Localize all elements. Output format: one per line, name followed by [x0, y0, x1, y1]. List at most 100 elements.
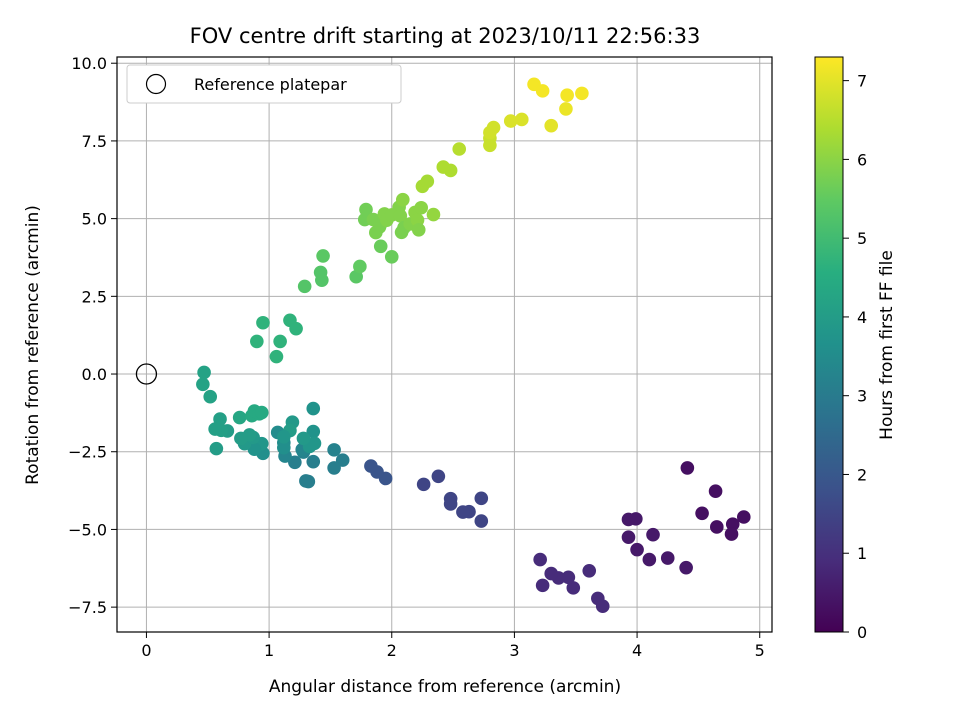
x-tick-label: 0	[141, 641, 151, 660]
data-point	[695, 506, 709, 521]
data-point	[680, 461, 695, 475]
data-points	[196, 77, 751, 614]
data-point	[301, 474, 316, 489]
data-point	[234, 431, 248, 446]
plot-frame	[116, 56, 773, 633]
colorbar-tick-label: 7	[857, 72, 867, 91]
data-point	[514, 112, 529, 127]
data-point	[384, 250, 399, 264]
data-point	[544, 118, 559, 133]
data-point	[621, 530, 636, 545]
data-point	[373, 239, 388, 254]
y-tick-label: 5.0	[82, 210, 107, 229]
data-point	[443, 163, 458, 178]
data-point	[269, 349, 284, 364]
data-point	[250, 334, 264, 349]
data-point	[296, 431, 311, 446]
data-point	[256, 315, 270, 330]
data-point	[414, 200, 428, 215]
data-point	[660, 551, 675, 565]
colorbar-label: Hours from first FF file	[877, 250, 897, 440]
data-point	[306, 424, 321, 439]
legend-box	[126, 64, 402, 104]
data-point	[679, 560, 693, 575]
data-point	[575, 86, 589, 101]
y-tick-label: 10.0	[71, 54, 107, 73]
x-tick-label: 3	[509, 641, 519, 660]
data-point	[306, 401, 321, 416]
legend-entry-label: Reference platepar	[194, 75, 347, 94]
data-point	[203, 389, 218, 404]
x-tick-label: 5	[755, 641, 765, 660]
colorbar-tick-label: 4	[857, 308, 867, 327]
x-tick-label: 1	[264, 641, 274, 660]
data-point	[503, 114, 518, 128]
colorbar-tick-label: 5	[857, 229, 867, 248]
data-point	[297, 279, 312, 294]
x-tick-label: 4	[632, 641, 642, 660]
colorbar-gradient	[814, 56, 844, 633]
data-point	[288, 455, 302, 470]
data-point	[359, 202, 373, 217]
y-tick-label: −2.5	[68, 443, 107, 462]
data-point	[420, 174, 435, 189]
data-point	[646, 527, 660, 542]
reference-marker-group	[135, 363, 158, 385]
grid-lines	[117, 57, 772, 632]
data-point	[411, 223, 426, 237]
data-point	[327, 461, 341, 475]
legend-marker-icon	[145, 73, 167, 95]
data-point	[327, 443, 341, 457]
data-point	[533, 552, 547, 567]
data-point	[535, 578, 550, 593]
data-point	[486, 120, 501, 135]
data-point	[208, 422, 222, 436]
data-point	[452, 142, 467, 156]
data-point	[353, 259, 367, 274]
data-point	[277, 440, 291, 455]
data-point	[393, 209, 408, 223]
data-point	[630, 542, 644, 557]
data-point	[544, 566, 559, 581]
colorbar-tick-label: 1	[857, 544, 867, 563]
y-tick-label: −5.0	[68, 520, 107, 539]
data-point	[316, 249, 330, 263]
data-point	[559, 102, 573, 116]
y-tick-label: 7.5	[82, 132, 107, 151]
data-point	[535, 84, 550, 98]
colorbar-tick-label: 6	[857, 150, 867, 169]
chart-title: FOV centre drift starting at 2023/10/11 …	[190, 24, 701, 48]
data-point	[566, 581, 581, 595]
data-point	[724, 527, 739, 541]
data-point	[349, 269, 363, 284]
data-point	[474, 491, 489, 506]
y-axis-label: Rotation from reference (arcmin)	[23, 205, 43, 485]
data-point	[642, 552, 657, 567]
colorbar: 0 1 2 3 4 5 6 7 Hours from first FF file	[814, 56, 897, 642]
data-point	[736, 510, 751, 524]
data-point	[621, 512, 636, 527]
data-point	[273, 334, 287, 349]
y-tick-label: 2.5	[82, 287, 107, 306]
y-tick-label: 0.0	[82, 365, 107, 384]
data-point	[582, 563, 597, 578]
data-point	[708, 484, 723, 499]
data-point	[725, 517, 740, 531]
colorbar-ticks: 0 1 2 3 4 5 6 7	[843, 72, 867, 642]
data-point	[416, 477, 431, 492]
data-point	[560, 88, 574, 103]
y-axis-ticks: −7.5 −5.0 −2.5 0.0 2.5 5.0 7.5 10.0	[68, 54, 117, 617]
data-point	[456, 505, 470, 519]
colorbar-tick-label: 2	[857, 465, 867, 484]
data-point	[315, 273, 329, 287]
data-point	[710, 520, 724, 534]
data-point	[595, 599, 610, 614]
data-point	[277, 430, 291, 444]
data-point	[232, 410, 247, 425]
data-point	[254, 405, 269, 420]
colorbar-tick-label: 0	[857, 623, 867, 642]
y-tick-label: −7.5	[68, 598, 107, 617]
data-point	[395, 192, 410, 207]
x-axis-ticks: 0 1 2 3 4 5	[141, 632, 765, 660]
